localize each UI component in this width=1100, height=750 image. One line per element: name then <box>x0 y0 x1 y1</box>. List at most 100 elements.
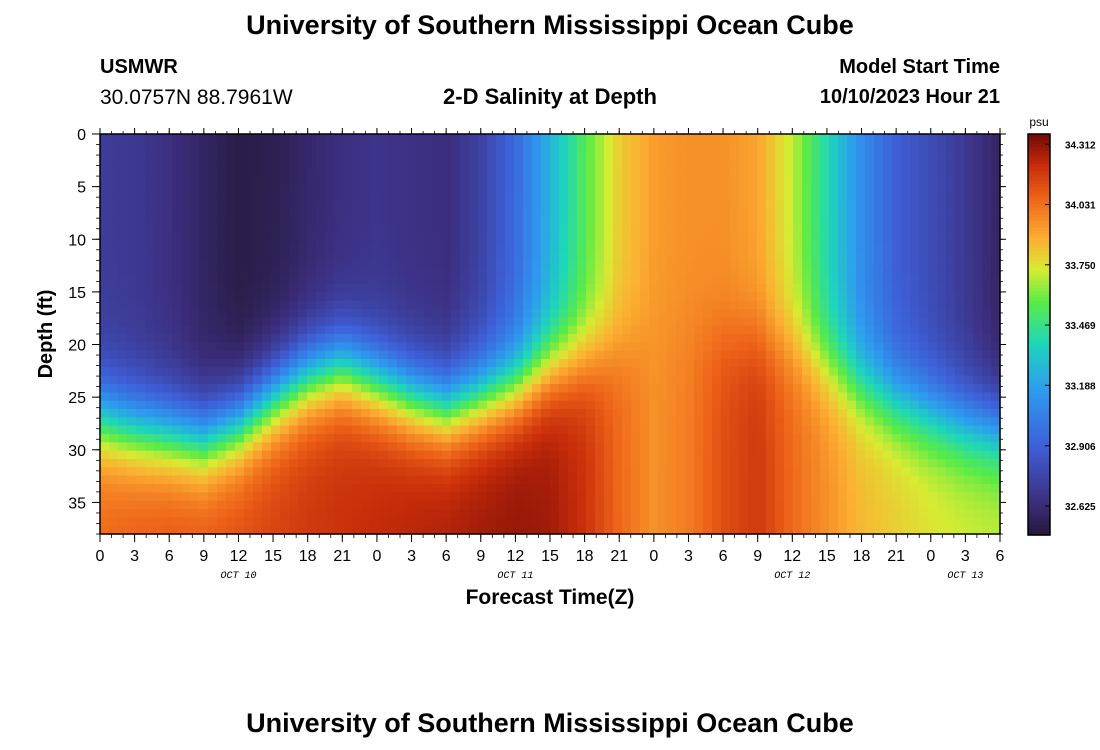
heatmap-cell <box>280 309 290 318</box>
heatmap-cell <box>244 275 254 285</box>
heatmap-cell <box>640 450 650 460</box>
heatmap-cell <box>712 367 722 377</box>
heatmap-cell <box>271 459 281 468</box>
heatmap-cell <box>262 475 272 485</box>
station-name: USMWR <box>100 56 178 78</box>
heatmap-cell <box>532 442 542 452</box>
heatmap-cell <box>559 175 569 185</box>
heatmap-cell <box>163 309 173 318</box>
heatmap-cell <box>307 500 317 510</box>
heatmap-cell <box>334 467 344 477</box>
heatmap-cell <box>226 142 236 152</box>
heatmap-cell <box>955 250 965 260</box>
heatmap-cell <box>901 300 911 310</box>
heatmap-cell <box>397 217 407 227</box>
heatmap-cell <box>550 342 560 352</box>
heatmap-cell <box>964 459 974 468</box>
heatmap-cell <box>154 167 164 177</box>
heatmap-cell <box>289 325 299 335</box>
heatmap-cell <box>739 342 749 352</box>
heatmap-cell <box>604 417 614 427</box>
heatmap-cell <box>838 525 848 535</box>
heatmap-cell <box>757 517 767 527</box>
heatmap-cell <box>190 467 200 477</box>
heatmap-cell <box>991 417 1001 427</box>
heatmap-cell <box>703 242 713 252</box>
heatmap-cell <box>928 325 938 335</box>
heatmap-cell <box>532 317 542 327</box>
heatmap-cell <box>397 342 407 352</box>
heatmap-cell <box>595 467 605 477</box>
heatmap-cell <box>883 242 893 252</box>
heatmap-cell <box>928 275 938 285</box>
heatmap-cell <box>451 342 461 352</box>
heatmap-cell <box>829 359 839 368</box>
heatmap-cell <box>865 142 875 152</box>
heatmap-cell <box>955 517 965 527</box>
heatmap-cell <box>505 359 515 368</box>
heatmap-cell <box>685 417 695 427</box>
heatmap-cell <box>136 459 146 468</box>
heatmap-cell <box>748 267 758 277</box>
heatmap-cell <box>532 334 542 343</box>
heatmap-cell <box>658 475 668 485</box>
heatmap-cell <box>982 392 992 402</box>
heatmap-cell <box>442 217 452 227</box>
heatmap-cell <box>676 292 686 302</box>
heatmap-cell <box>631 292 641 302</box>
heatmap-cell <box>910 175 920 185</box>
heatmap-cell <box>541 259 551 268</box>
heatmap-cell <box>955 367 965 377</box>
heatmap-cell <box>190 500 200 510</box>
heatmap-cell <box>739 484 749 493</box>
heatmap-cell <box>901 459 911 468</box>
heatmap-cell <box>577 309 587 318</box>
heatmap-cell <box>784 300 794 310</box>
heatmap-cell <box>226 192 236 202</box>
heatmap-cell <box>847 417 857 427</box>
heatmap-cell <box>541 434 551 443</box>
heatmap-cell <box>640 184 650 193</box>
heatmap-cell <box>955 317 965 327</box>
heatmap-cell <box>541 209 551 218</box>
heatmap-cell <box>199 250 209 260</box>
heatmap-cell <box>316 375 326 385</box>
heatmap-cell <box>199 192 209 202</box>
heatmap-cell <box>271 300 281 310</box>
heatmap-cell <box>559 409 569 418</box>
heatmap-cell <box>928 525 938 535</box>
heatmap-cell <box>793 242 803 252</box>
heatmap-cell <box>226 300 236 310</box>
heatmap-cell <box>262 492 272 502</box>
heatmap-cell <box>424 317 434 327</box>
heatmap-cell <box>568 475 578 485</box>
x-tick-label: 0 <box>96 548 105 565</box>
heatmap-cell <box>577 300 587 310</box>
heatmap-cell <box>613 367 623 377</box>
heatmap-cell <box>424 400 434 410</box>
heatmap-cell <box>262 467 272 477</box>
heatmap-cell <box>568 509 578 518</box>
heatmap-cell <box>811 134 821 143</box>
heatmap-cell <box>793 225 803 235</box>
heatmap-cell <box>118 234 128 243</box>
heatmap-cell <box>118 200 128 210</box>
heatmap-cell <box>397 234 407 243</box>
heatmap-cell <box>631 367 641 377</box>
heatmap-cell <box>469 434 479 443</box>
heatmap-cell <box>280 192 290 202</box>
heatmap-cell <box>874 467 884 477</box>
heatmap-cell <box>388 167 398 177</box>
heatmap-cell <box>676 367 686 377</box>
heatmap-cell <box>874 342 884 352</box>
heatmap-cell <box>451 517 461 527</box>
heatmap-cell <box>811 484 821 493</box>
heatmap-cell <box>973 509 983 518</box>
heatmap-cell <box>919 200 929 210</box>
heatmap-cell <box>703 159 713 168</box>
heatmap-cell <box>820 359 830 368</box>
heatmap-cell <box>874 392 884 402</box>
heatmap-cell <box>109 317 119 327</box>
heatmap-cell <box>856 467 866 477</box>
heatmap-cell <box>433 134 443 143</box>
